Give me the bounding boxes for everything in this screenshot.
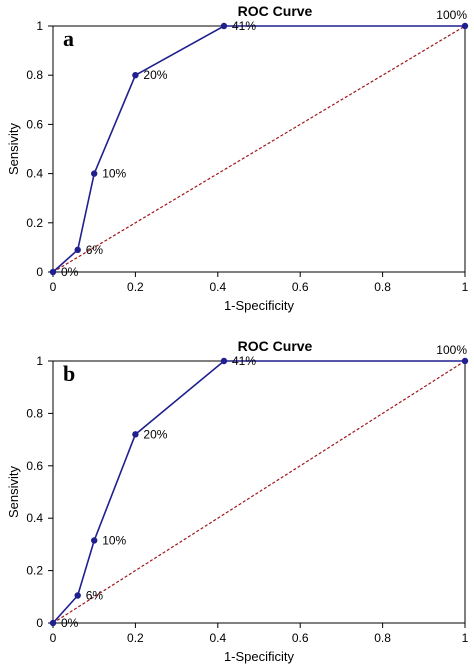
roc-point [220, 22, 228, 30]
roc-point [74, 592, 81, 599]
y-tick-label: 0 [36, 616, 43, 630]
x-axis-label: 1-Specificity [224, 649, 295, 664]
x-tick-label: 0.2 [127, 631, 144, 645]
roc-point-label: 100% [436, 343, 467, 357]
roc-point-label: 6% [86, 588, 104, 602]
roc-point [461, 22, 469, 30]
y-tick-label: 0.6 [26, 117, 43, 131]
y-tick-label: 0.4 [26, 511, 43, 525]
roc-point [220, 357, 228, 365]
y-tick-label: 0.6 [26, 459, 43, 473]
roc-series-line [52, 25, 465, 273]
roc-point [91, 537, 98, 544]
y-tick-label: 0 [36, 265, 43, 279]
y-tick-label: 1 [36, 354, 43, 368]
y-tick-label: 0.4 [26, 167, 43, 181]
roc-point-label: 0% [61, 265, 79, 279]
x-tick-label: 0 [50, 280, 57, 294]
panel-label: b [63, 361, 75, 386]
x-tick-label: 0.8 [374, 631, 391, 645]
roc-point-label: 41% [232, 19, 256, 33]
y-tick-label: 0.8 [26, 406, 43, 420]
roc-chart-b: 0 0.2 0.4 0.6 0.8 1 0 0.2 0.4 0.6 0.8 1 ROC Curve 1-S… [6, 338, 469, 664]
x-tick-label: 0.6 [292, 631, 309, 645]
roc-chart-a: 0 0.2 0.4 0.6 0.8 1 0 0.2 0.4 0.6 0.8 1 ROC Curve 1-S… [6, 3, 469, 313]
roc-point-label: 10% [102, 533, 126, 547]
roc-point [49, 268, 57, 276]
roc-point-label: 6% [86, 243, 104, 257]
x-tick-label: 1 [462, 280, 469, 294]
roc-point [91, 170, 98, 177]
y-tick-label: 0.8 [26, 68, 43, 82]
x-tick-label: 0 [50, 631, 57, 645]
x-tick-label: 0.2 [127, 280, 144, 294]
y-tick-label: 0.2 [26, 564, 43, 578]
reference-line [52, 25, 466, 273]
y-axis-label: Sensivity [6, 122, 21, 175]
x-axis-label: 1-Specificity [224, 298, 295, 313]
x-tick-label: 1 [462, 631, 469, 645]
roc-point-label: 10% [102, 167, 126, 181]
x-tick-label: 0.8 [374, 280, 391, 294]
roc-series-line [52, 360, 465, 624]
y-axis-label: Sensivity [6, 465, 21, 518]
x-tick-label: 0.4 [209, 631, 226, 645]
reference-line [52, 360, 466, 624]
roc-point-label: 41% [232, 354, 256, 368]
chart-title: ROC Curve [238, 338, 313, 354]
chart-title: ROC Curve [238, 3, 313, 19]
x-tick-label: 0.6 [292, 280, 309, 294]
roc-point-label: 0% [61, 616, 79, 630]
roc-point [132, 431, 139, 438]
roc-point [132, 72, 139, 79]
roc-point-label: 20% [143, 427, 167, 441]
roc-point [74, 246, 81, 254]
panel-label: a [63, 26, 74, 51]
roc-point [461, 357, 469, 365]
y-tick-label: 0.2 [26, 216, 43, 230]
x-tick-label: 0.4 [209, 280, 226, 294]
y-tick-label: 1 [36, 19, 43, 33]
roc-point-label: 20% [143, 68, 167, 82]
roc-point [49, 619, 57, 627]
roc-point-label: 100% [436, 8, 467, 22]
